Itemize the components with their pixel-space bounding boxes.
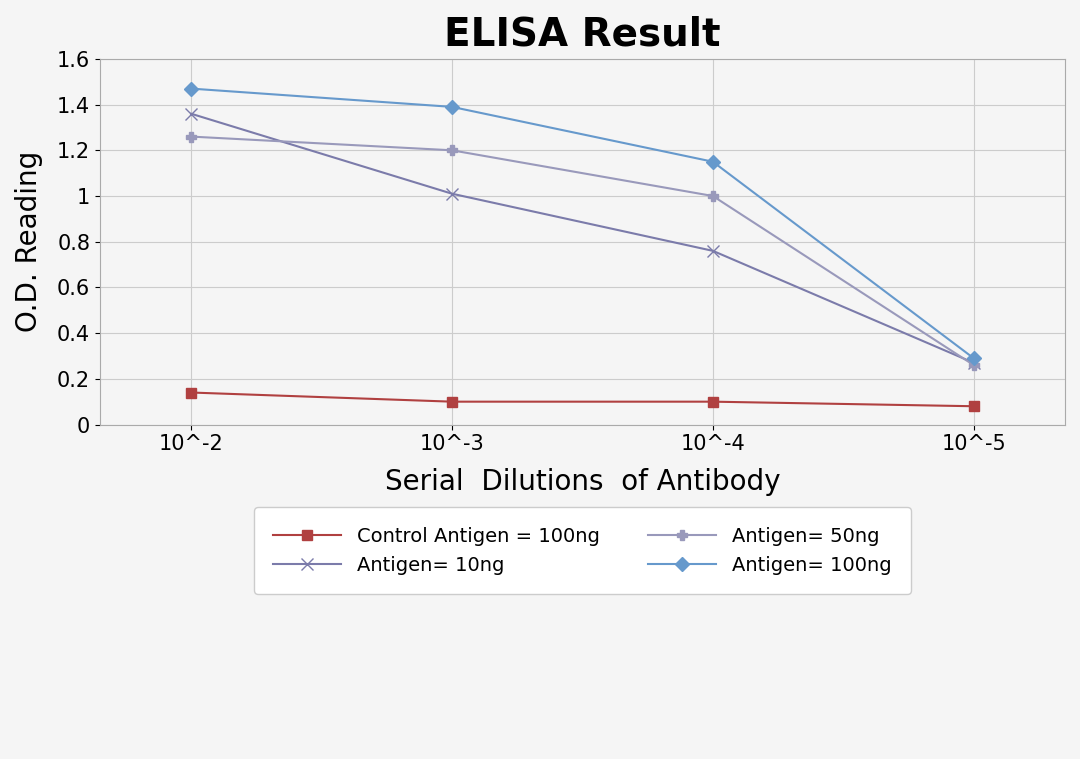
Antigen= 10ng <box>446 189 459 198</box>
Antigen= 100ng <box>446 102 459 112</box>
Antigen= 50ng <box>968 361 981 370</box>
Legend: Control Antigen = 100ng, Antigen= 10ng, Antigen= 50ng, Antigen= 100ng: Control Antigen = 100ng, Antigen= 10ng, … <box>254 507 912 594</box>
Line: Control Antigen = 100ng: Control Antigen = 100ng <box>186 388 978 411</box>
Line: Antigen= 10ng: Antigen= 10ng <box>185 108 980 369</box>
Antigen= 10ng <box>968 358 981 367</box>
Antigen= 10ng <box>706 246 719 255</box>
Line: Antigen= 100ng: Antigen= 100ng <box>186 83 978 363</box>
Line: Antigen= 50ng: Antigen= 50ng <box>186 132 978 370</box>
X-axis label: Serial  Dilutions  of Antibody: Serial Dilutions of Antibody <box>384 468 780 496</box>
Antigen= 50ng <box>706 191 719 200</box>
Antigen= 50ng <box>185 132 198 141</box>
Control Antigen = 100ng <box>185 388 198 397</box>
Antigen= 10ng <box>185 109 198 118</box>
Antigen= 50ng <box>446 146 459 155</box>
Antigen= 100ng <box>185 84 198 93</box>
Antigen= 100ng <box>706 157 719 166</box>
Antigen= 100ng <box>968 354 981 363</box>
Control Antigen = 100ng <box>706 397 719 406</box>
Y-axis label: O.D. Reading: O.D. Reading <box>15 151 43 332</box>
Title: ELISA Result: ELISA Result <box>444 15 720 53</box>
Control Antigen = 100ng <box>446 397 459 406</box>
Control Antigen = 100ng <box>968 402 981 411</box>
